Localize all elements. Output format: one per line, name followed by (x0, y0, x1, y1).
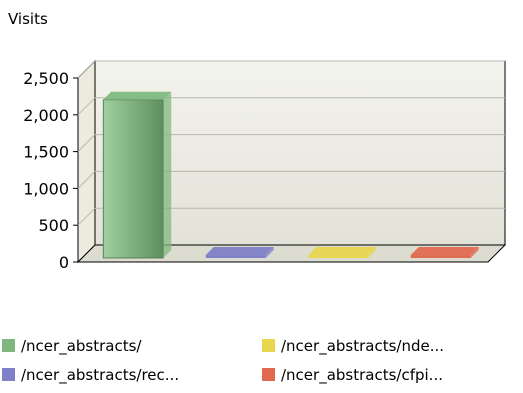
legend-item-2: /ncer_abstracts/rec... (2, 366, 179, 384)
gridline-side (77, 134, 96, 152)
bar-top (308, 247, 377, 256)
legend-swatch-3 (262, 339, 275, 352)
legend-label-3: /ncer_abstracts/nde... (281, 337, 445, 355)
gridline-side (77, 171, 96, 189)
legend-swatch-2 (2, 368, 15, 381)
legend-swatch-1 (2, 339, 15, 352)
gridline-side (77, 207, 96, 226)
bar-side (368, 247, 377, 258)
bar (102, 99, 164, 259)
y-tick-label: 1,500 (23, 143, 69, 162)
y-tick-label: 2,000 (23, 106, 69, 125)
bar-chart: 0 500 1,000 1,500 2,000 2,500 (23, 59, 507, 272)
legend-label-1: /ncer_abstracts/ (21, 337, 142, 355)
y-tick-label: 500 (38, 216, 69, 235)
y-tick-label: 1,000 (23, 179, 69, 198)
legend-item-4: /ncer_abstracts/cfpi... (262, 366, 443, 384)
bar (410, 255, 471, 258)
bar-top (205, 247, 274, 256)
bar (205, 255, 266, 258)
legend-item-1: /ncer_abstracts/ (2, 337, 141, 355)
legend-label-2: /ncer_abstracts/rec... (21, 366, 180, 384)
bar (308, 255, 369, 258)
gridline-side (77, 60, 96, 79)
side-wall (77, 59, 96, 264)
bar-side (470, 247, 479, 258)
floor (76, 244, 507, 263)
y-tick-label: 2,500 (23, 69, 69, 88)
bar-top (103, 91, 172, 100)
legend-swatch-4 (262, 368, 275, 381)
legend-label-4: /ncer_abstracts/cfpi... (281, 366, 443, 384)
bar-top (410, 247, 479, 256)
y-tick-label: 0 (59, 253, 69, 272)
gridline-side (77, 97, 96, 116)
bar-side (265, 247, 274, 258)
y-axis-title: Visits (8, 10, 48, 28)
bar-side (163, 91, 172, 258)
legend-item-3: /ncer_abstracts/nde... (262, 337, 444, 355)
